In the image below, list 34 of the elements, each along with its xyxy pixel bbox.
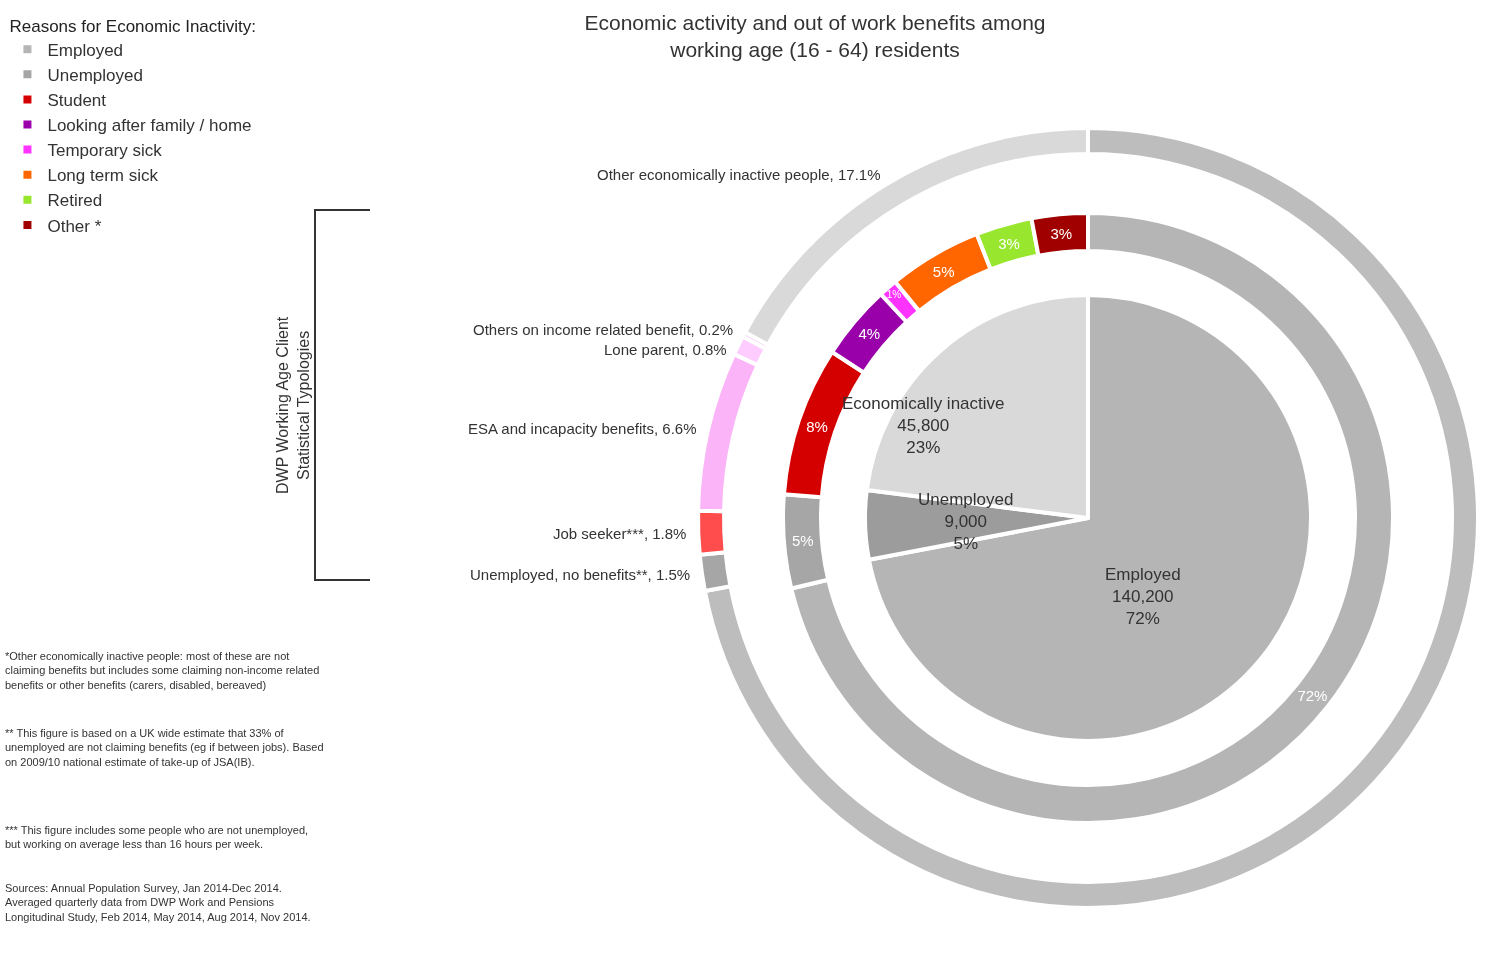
slice-label: Economically inactive	[842, 394, 1005, 413]
slice-label: Employed	[1105, 565, 1181, 584]
legend-label: Looking after family / home	[47, 116, 252, 136]
category-label: Others on income related benefit, 0.2%	[473, 321, 734, 338]
chart-title: Economic activity and out of work benefits among working age (16 - 64) residents	[584, 11, 1046, 62]
text: DWP Working Age Client Statistical Typologies	[274, 316, 312, 494]
legend-label: Unemployed	[47, 65, 143, 85]
data-label: 140,200 72%	[1112, 587, 1174, 629]
source-note: Sources: Annual Population Survey, Jan 2014-Dec 2014. Averaged quarterly data from DWP Work and Pensions Longitudinal Study, Feb 2014, May 2014, Aug 2014, Nov 2014.	[5, 882, 311, 923]
category-label: Lone parent, 0.8%	[604, 341, 727, 358]
text: *** This figure includes some people who are not unemployed, but working on average less than 16 hours per week.	[5, 824, 309, 851]
data-label: 8%	[806, 417, 828, 435]
data-label: 3%	[1050, 224, 1073, 242]
data-label: 45,800 23%	[897, 416, 950, 458]
legend-label: Employed	[47, 40, 124, 60]
data-label: 1%	[886, 289, 902, 301]
data-label: 3%	[998, 234, 1020, 252]
data-label: 5%	[792, 531, 814, 549]
legend-label: Long term sick	[47, 166, 159, 186]
data-label: 5%	[932, 262, 955, 280]
slice-label: Unemployed	[918, 490, 1014, 509]
text: ** This figure is based on a UK wide estimate that 33% of unemployed are not claiming benefits (eg if between jobs). Based on 2009/10 national estimate of take-up of JSA(IB).	[5, 727, 324, 768]
legend-label: Retired	[47, 191, 103, 211]
category-label: Job seeker***, 1.8%	[553, 525, 687, 542]
category-label: Unemployed, no benefits**, 1.5%	[470, 566, 691, 583]
data-label: 4%	[858, 325, 881, 343]
category-label: ESA and incapacity benefits, 6.6%	[468, 420, 697, 437]
legend-label: Other *	[47, 216, 102, 236]
text: *Other economically inactive people: most of these are not claiming benefits but includes some claiming non-income related benefits or other benefits (carers, disabled, bereaved)	[5, 650, 320, 691]
legend-title: Reasons for Economic Inactivity:	[9, 16, 257, 36]
category-label: Other economically inactive people, 17.1%	[597, 166, 881, 183]
legend-label: Student	[47, 91, 107, 111]
data-label: 72%	[1297, 686, 1328, 704]
legend-label: Temporary sick	[47, 141, 163, 161]
